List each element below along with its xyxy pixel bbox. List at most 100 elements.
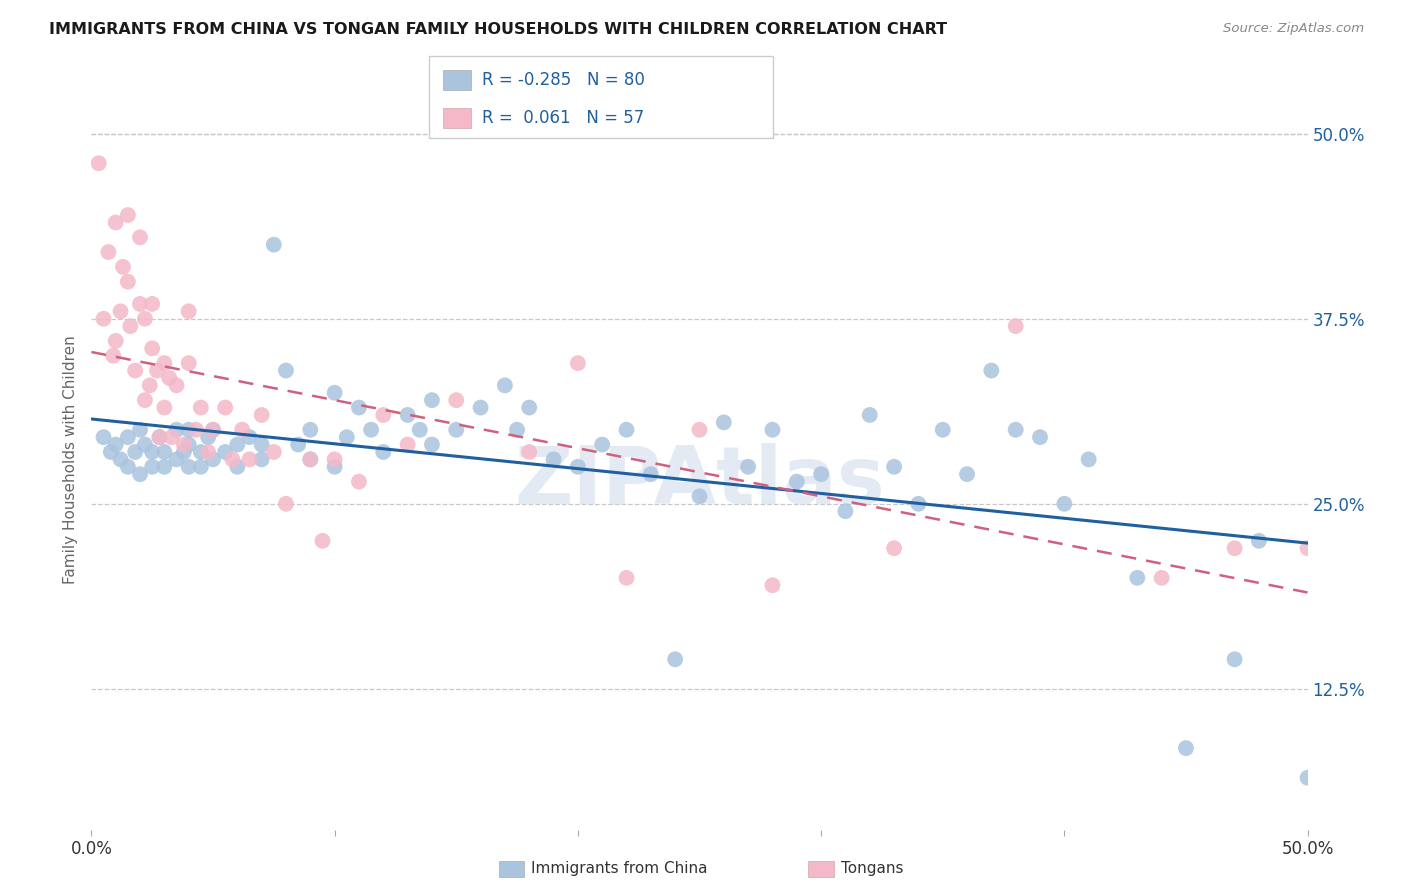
Point [373, 445, 395, 459]
Point [299, 452, 322, 467]
Point [129, 230, 152, 244]
Point [591, 437, 613, 451]
Point [139, 378, 162, 392]
Point [120, 319, 142, 334]
Point [360, 423, 382, 437]
Point [93, 311, 115, 326]
Point [153, 356, 176, 370]
Text: R = -0.285   N = 80: R = -0.285 N = 80 [482, 71, 645, 89]
Point [1223, 541, 1246, 556]
Point [202, 423, 225, 437]
Point [184, 423, 207, 437]
Point [761, 578, 783, 592]
Point [883, 541, 905, 556]
Point [931, 423, 953, 437]
Point [737, 459, 759, 474]
Point [134, 437, 156, 451]
Point [688, 489, 710, 503]
Point [1247, 533, 1270, 548]
Point [87, 156, 110, 170]
Point [97, 245, 120, 260]
Point [323, 459, 346, 474]
Point [157, 371, 180, 385]
Point [226, 437, 249, 451]
Point [323, 452, 346, 467]
Point [197, 430, 219, 444]
Point [323, 385, 346, 400]
Point [124, 445, 146, 459]
Point [834, 504, 856, 518]
Point [117, 459, 139, 474]
Point [110, 304, 132, 318]
Point [543, 452, 565, 467]
Point [166, 378, 188, 392]
Point [470, 401, 492, 415]
Point [616, 423, 638, 437]
Point [129, 297, 152, 311]
Point [153, 445, 176, 459]
Point [250, 452, 273, 467]
Point [148, 430, 170, 444]
Point [148, 430, 170, 444]
Point [640, 467, 662, 482]
Point [444, 393, 467, 408]
Point [177, 437, 200, 451]
Point [214, 401, 236, 415]
Point [238, 430, 260, 444]
Point [859, 408, 882, 422]
Point [111, 260, 134, 274]
Point [347, 401, 370, 415]
Point [1004, 319, 1026, 334]
Point [616, 571, 638, 585]
Text: IMMIGRANTS FROM CHINA VS TONGAN FAMILY HOUSEHOLDS WITH CHILDREN CORRELATION CHAR: IMMIGRANTS FROM CHINA VS TONGAN FAMILY H… [49, 22, 948, 37]
Text: ZIPAtlas: ZIPAtlas [515, 442, 884, 521]
Point [883, 459, 905, 474]
Point [396, 408, 419, 422]
Point [336, 430, 359, 444]
Point [1053, 497, 1076, 511]
Point [166, 452, 188, 467]
Point [104, 334, 127, 348]
Point [980, 363, 1002, 377]
Point [1223, 652, 1246, 666]
Point [1175, 741, 1198, 756]
Point [202, 452, 225, 467]
Point [103, 349, 125, 363]
Y-axis label: Family Households with Children: Family Households with Children [63, 335, 79, 583]
Point [347, 475, 370, 489]
Text: Immigrants from China: Immigrants from China [531, 862, 709, 876]
Point [567, 356, 589, 370]
Point [146, 363, 169, 377]
Point [396, 437, 419, 451]
Point [141, 459, 163, 474]
Point [214, 445, 236, 459]
Point [263, 237, 285, 252]
Point [110, 452, 132, 467]
Point [263, 445, 285, 459]
Point [141, 445, 163, 459]
Point [117, 275, 139, 289]
Text: R =  0.061   N = 57: R = 0.061 N = 57 [482, 109, 644, 127]
Point [810, 467, 832, 482]
Point [177, 356, 200, 370]
Point [100, 445, 122, 459]
Point [688, 423, 710, 437]
Point [197, 445, 219, 459]
Point [274, 497, 297, 511]
Point [231, 423, 253, 437]
Point [129, 423, 152, 437]
Point [567, 459, 589, 474]
Point [517, 445, 540, 459]
Point [238, 452, 260, 467]
Text: Source: ZipAtlas.com: Source: ZipAtlas.com [1223, 22, 1364, 36]
Point [104, 437, 127, 451]
Point [160, 430, 183, 444]
Point [221, 452, 243, 467]
Point [166, 423, 188, 437]
Point [1077, 452, 1099, 467]
Point [274, 363, 297, 377]
Point [134, 393, 156, 408]
Point [250, 408, 273, 422]
Point [93, 430, 115, 444]
Point [153, 459, 176, 474]
